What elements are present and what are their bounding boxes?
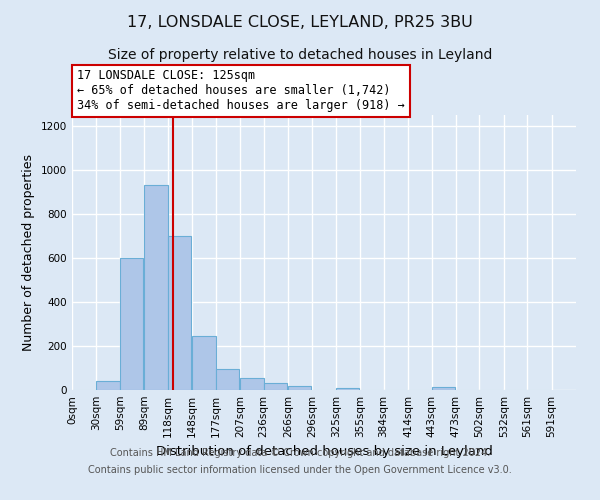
- Bar: [336, 388, 359, 390]
- Bar: [97, 381, 120, 390]
- Bar: [288, 386, 311, 390]
- Y-axis label: Number of detached properties: Number of detached properties: [22, 154, 35, 351]
- Text: Contains HM Land Registry data © Crown copyright and database right 2024.: Contains HM Land Registry data © Crown c…: [110, 448, 490, 458]
- Bar: [192, 336, 215, 390]
- Text: 17, LONSDALE CLOSE, LEYLAND, PR25 3BU: 17, LONSDALE CLOSE, LEYLAND, PR25 3BU: [127, 15, 473, 30]
- Bar: [168, 236, 191, 390]
- Text: Contains public sector information licensed under the Open Government Licence v3: Contains public sector information licen…: [88, 465, 512, 475]
- Bar: [215, 369, 239, 390]
- Text: Size of property relative to detached houses in Leyland: Size of property relative to detached ho…: [108, 48, 492, 62]
- Bar: [240, 378, 263, 390]
- Bar: [431, 388, 455, 390]
- Bar: [120, 258, 143, 390]
- Text: 17 LONSDALE CLOSE: 125sqm
← 65% of detached houses are smaller (1,742)
34% of se: 17 LONSDALE CLOSE: 125sqm ← 65% of detac…: [77, 69, 405, 112]
- Bar: [144, 186, 168, 390]
- Bar: [263, 384, 287, 390]
- X-axis label: Distribution of detached houses by size in Leyland: Distribution of detached houses by size …: [155, 446, 493, 458]
